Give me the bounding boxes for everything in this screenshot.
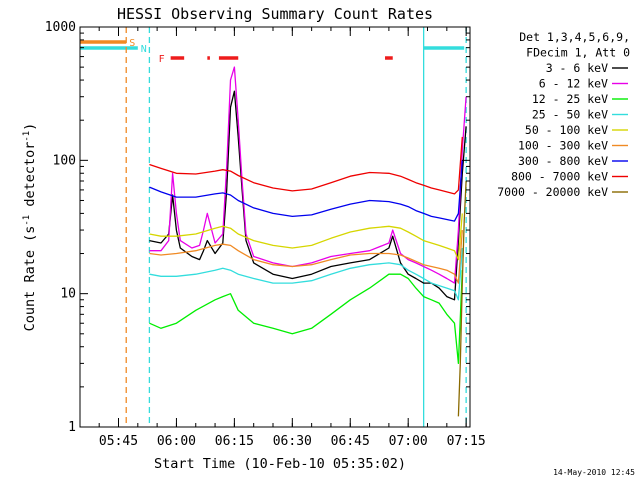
flare-flag-label: F xyxy=(159,54,165,65)
x-tick-label: 06:15 xyxy=(215,434,254,449)
x-tick-label: 05:45 xyxy=(99,434,138,449)
x-tick-label: 06:30 xyxy=(273,434,312,449)
x-axis-label: Start Time (10-Feb-10 05:35:02) xyxy=(154,456,406,472)
legend-label: 50 - 100 keV xyxy=(525,123,608,137)
series-line-300-800-kev-kev xyxy=(149,160,463,222)
series-line-800-7000-kev-kev xyxy=(149,136,463,195)
y-axis-label: Count Rate (s-1 detector-1) xyxy=(22,123,38,332)
series-line-50-100-kev-kev xyxy=(149,213,463,261)
legend-label: 100 - 300 keV xyxy=(518,139,608,153)
flag-label-S: S xyxy=(129,38,135,49)
y-tick-label: 100 xyxy=(53,153,76,168)
legend: Det 1,3,4,5,6,9, FDecim 1, Att 03 - 6 keV… xyxy=(497,30,630,199)
legend-header: Det 1,3,4,5,6,9, xyxy=(519,30,630,44)
legend-label: 6 - 12 keV xyxy=(539,77,608,91)
series-line-3-6-kev-kev xyxy=(149,90,467,301)
legend-label: 800 - 7000 keV xyxy=(511,170,608,184)
plot-frame xyxy=(79,26,471,428)
series-line-7000-20000-kev-kev xyxy=(457,180,467,417)
x-tick-label: 07:00 xyxy=(389,434,428,449)
series-line-6-12-kev-kev xyxy=(149,66,467,284)
series-line-25-50-kev-kev xyxy=(149,247,463,301)
series-line-100-300-kev-kev xyxy=(149,230,463,284)
x-tick-label: 06:00 xyxy=(157,434,196,449)
y-tick-label: 1000 xyxy=(45,20,76,35)
legend-label: 3 - 6 keV xyxy=(546,61,608,75)
legend-label: 300 - 800 keV xyxy=(518,154,608,168)
series-line-12-25-kev-kev xyxy=(149,270,463,365)
legend-header: FDecim 1, Att 0 xyxy=(526,46,630,60)
y-tick-label: 1 xyxy=(68,420,76,435)
legend-label: 25 - 50 keV xyxy=(532,108,608,122)
chart-title: HESSI Observing Summary Count Rates xyxy=(117,5,433,23)
x-tick-label: 07:15 xyxy=(447,434,486,449)
legend-label: 12 - 25 keV xyxy=(532,92,608,106)
timestamp: 14-May-2010 12:45 xyxy=(553,468,635,477)
legend-label: 7000 - 20000 keV xyxy=(497,185,608,199)
y-tick-label: 10 xyxy=(60,287,76,302)
x-tick-label: 06:45 xyxy=(331,434,370,449)
flag-label-N: N xyxy=(141,44,147,55)
